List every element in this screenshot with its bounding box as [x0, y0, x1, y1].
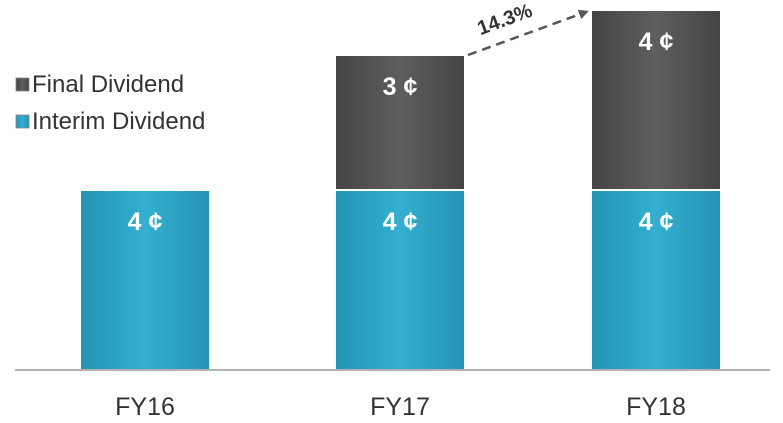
category-labels: FY16 FY17 FY18 — [115, 393, 686, 421]
bar-fy18-final-dividend — [590, 9, 722, 191]
category-label-fy17: FY17 — [370, 393, 430, 421]
legend-swatch-final-dividend — [15, 77, 30, 92]
bar-fy16-interim-dividend — [79, 189, 211, 371]
data-label: 3 ¢ — [383, 73, 418, 101]
legend: Final Dividend Interim Dividend — [15, 71, 205, 135]
data-label: 4 ¢ — [639, 208, 674, 236]
growth-arrow — [467, 9, 589, 57]
category-label-fy18: FY18 — [626, 393, 686, 421]
bar-fy17-interim-dividend — [334, 189, 466, 371]
data-label: 4 ¢ — [128, 208, 163, 236]
data-label: 4 ¢ — [639, 28, 674, 56]
category-label-fy16: FY16 — [115, 393, 175, 421]
legend-swatch-interim-dividend — [15, 114, 30, 129]
legend-label: Final Dividend — [32, 71, 184, 98]
data-label: 4 ¢ — [383, 208, 418, 236]
legend-label: Interim Dividend — [32, 108, 205, 135]
growth-annotation: 14.3% — [467, 0, 589, 57]
bar-fy17-final-dividend — [334, 54, 466, 191]
bar-fy18-interim-dividend — [590, 189, 722, 371]
bars-group: 4 ¢ 4 ¢ 3 ¢ 4 ¢ 4 ¢ — [79, 9, 722, 371]
